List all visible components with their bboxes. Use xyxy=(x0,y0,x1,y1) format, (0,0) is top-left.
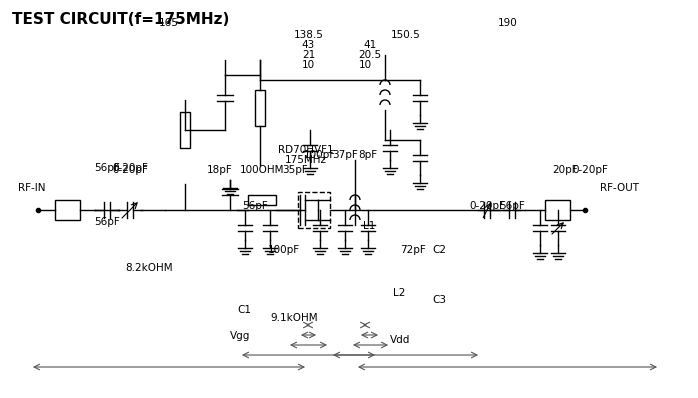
Bar xyxy=(545,200,570,220)
Bar xyxy=(298,192,330,228)
Bar xyxy=(55,200,80,220)
Text: 100pF: 100pF xyxy=(304,150,336,160)
Text: 72pF: 72pF xyxy=(400,245,426,255)
Text: 10: 10 xyxy=(359,60,371,70)
Text: L1: L1 xyxy=(363,221,376,231)
Text: 0-20pF: 0-20pF xyxy=(572,165,608,175)
Text: 0-20pF: 0-20pF xyxy=(112,165,148,175)
Text: 100pF: 100pF xyxy=(268,245,300,255)
Text: 21: 21 xyxy=(302,50,315,60)
Text: 0-20pF: 0-20pF xyxy=(112,163,148,173)
Text: 100OHM: 100OHM xyxy=(239,165,284,175)
Text: 56pF: 56pF xyxy=(94,217,120,227)
Bar xyxy=(255,90,265,126)
Bar xyxy=(180,112,190,148)
Text: 20.5: 20.5 xyxy=(358,50,381,60)
Text: TEST CIRCUIT(f=175MHz): TEST CIRCUIT(f=175MHz) xyxy=(12,12,230,27)
Text: L2: L2 xyxy=(393,288,406,298)
Text: RF-OUT: RF-OUT xyxy=(600,183,639,193)
Text: 20pF: 20pF xyxy=(552,165,578,175)
Text: 56pF: 56pF xyxy=(94,163,120,173)
Text: 56pF: 56pF xyxy=(499,201,525,211)
Text: 190: 190 xyxy=(498,18,517,28)
Text: 150.5: 150.5 xyxy=(391,30,420,40)
Text: 37pF: 37pF xyxy=(332,150,358,160)
Text: RD70HVF1: RD70HVF1 xyxy=(279,145,334,155)
Text: Vdd: Vdd xyxy=(390,335,410,345)
Text: 8pF: 8pF xyxy=(359,150,378,160)
Text: 35pF: 35pF xyxy=(282,165,308,175)
Text: C3: C3 xyxy=(432,295,446,305)
Text: 56pF: 56pF xyxy=(242,201,268,211)
Text: C1: C1 xyxy=(237,305,251,315)
Text: 175MHz: 175MHz xyxy=(285,155,327,165)
Text: C2: C2 xyxy=(432,245,446,255)
Bar xyxy=(248,195,276,205)
Text: 43: 43 xyxy=(302,40,315,50)
Text: 18pF: 18pF xyxy=(207,165,233,175)
Text: 8.2kOHM: 8.2kOHM xyxy=(126,263,173,273)
Text: 0-20pF: 0-20pF xyxy=(469,201,505,211)
Text: 165: 165 xyxy=(159,18,179,28)
Text: 9.1kOHM: 9.1kOHM xyxy=(270,313,318,323)
Text: 41: 41 xyxy=(364,40,377,50)
Text: RF-IN: RF-IN xyxy=(18,183,45,193)
Text: 138.5: 138.5 xyxy=(294,30,323,40)
Text: 10: 10 xyxy=(302,60,315,70)
Text: Vgg: Vgg xyxy=(230,331,251,341)
